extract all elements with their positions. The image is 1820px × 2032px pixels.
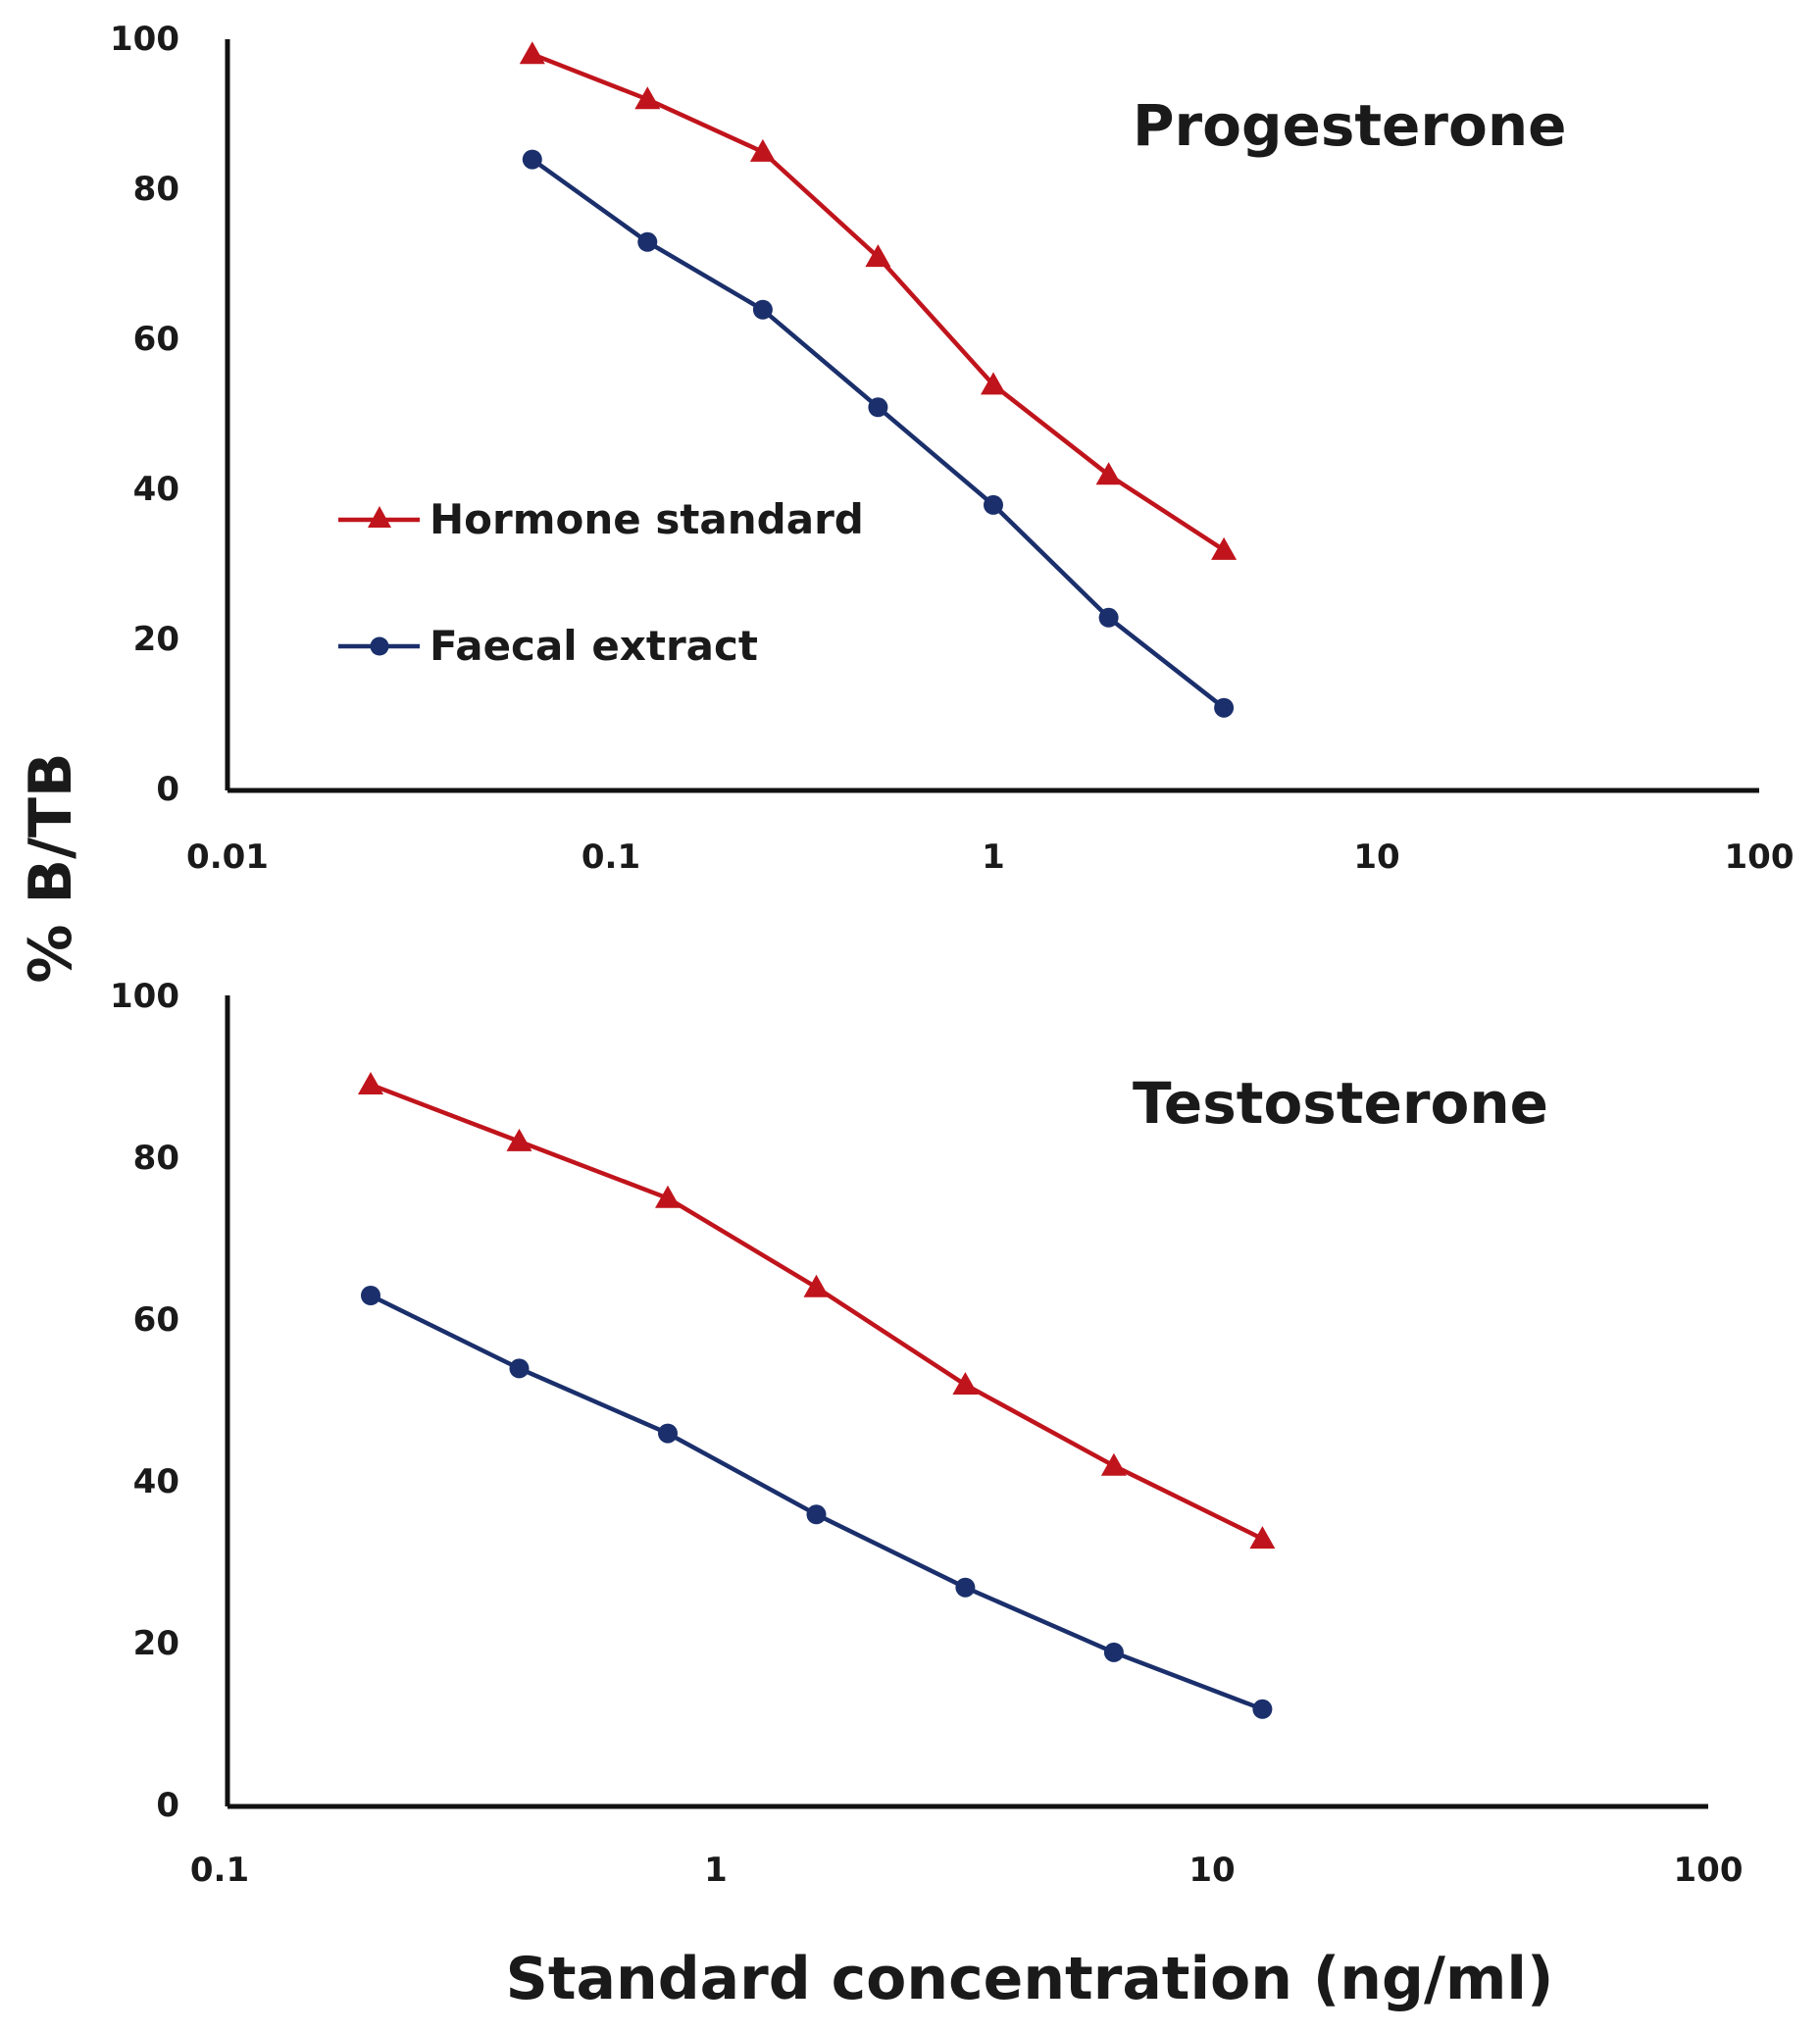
legend-item-faecal-extract: Faecal extract	[338, 622, 758, 670]
y-tick-label: 40	[133, 1462, 179, 1501]
y-tick-label: 100	[110, 20, 179, 59]
series-group	[358, 1072, 1276, 1719]
legend-label: Hormone standard	[430, 495, 864, 543]
legend-item-hormone-standard: Hormone standard	[338, 495, 864, 543]
data-point-faecal-extract	[637, 231, 658, 252]
x-tick-label: 0.1	[190, 1851, 249, 1890]
data-point-hormone-standard	[1095, 462, 1122, 485]
x-tick-label: 10	[1353, 838, 1399, 877]
data-point-faecal-extract	[806, 1504, 827, 1525]
data-point-hormone-standard	[1211, 536, 1238, 560]
chart-progesterone: 0 20 40 60 80 100 0.01 0.1 1 10 100 Prog…	[110, 20, 1794, 877]
data-point-hormone-standard	[981, 372, 1006, 395]
data-point-hormone-standard	[655, 1185, 681, 1208]
data-point-hormone-standard	[749, 138, 776, 162]
data-point-hormone-standard	[1249, 1526, 1276, 1549]
data-point-hormone-standard	[865, 244, 891, 268]
x-tick-labels: 0.1 1 10 100	[190, 1851, 1744, 1890]
y-tick-label: 100	[110, 977, 179, 1016]
data-point-faecal-extract	[509, 1358, 530, 1379]
y-tick-label: 40	[133, 470, 179, 509]
data-point-faecal-extract	[1214, 697, 1235, 718]
y-tick-label: 20	[133, 620, 179, 659]
data-point-faecal-extract	[361, 1286, 380, 1305]
x-axis-title: Standard concentration (ng/ml)	[506, 1945, 1554, 2013]
data-point-hormone-standard	[358, 1072, 383, 1094]
x-tick-label: 0.1	[581, 838, 640, 877]
y-tick-labels: 0 20 40 60 80 100	[110, 20, 179, 809]
data-point-faecal-extract	[522, 149, 542, 170]
y-tick-label: 20	[133, 1624, 179, 1663]
y-tick-labels: 0 20 40 60 80 100	[110, 977, 179, 1825]
data-point-faecal-extract	[984, 494, 1003, 515]
x-tick-label: 100	[1725, 838, 1795, 877]
data-point-faecal-extract	[1103, 1642, 1124, 1662]
x-tick-label: 1	[704, 1851, 728, 1890]
x-tick-label: 0.01	[186, 838, 269, 877]
data-point-hormone-standard	[519, 41, 545, 65]
triangle-marker-icon	[368, 506, 391, 528]
circle-marker-icon	[370, 636, 389, 656]
data-point-hormone-standard	[506, 1128, 532, 1151]
series-line-hormone-standard	[370, 1082, 1264, 1542]
data-point-hormone-standard	[952, 1372, 979, 1395]
data-point-faecal-extract	[868, 397, 888, 418]
y-axis-title: % B/TB	[17, 752, 85, 983]
chart-testosterone: 0 20 40 60 80 100 0.1 1 10 100 Testoster…	[110, 977, 1743, 1890]
y-tick-label: 80	[133, 170, 179, 209]
data-point-hormone-standard	[1100, 1452, 1127, 1476]
data-point-faecal-extract	[1252, 1699, 1273, 1719]
x-tick-label: 1	[982, 838, 1005, 877]
data-point-faecal-extract	[1098, 607, 1119, 628]
series-line-faecal-extract	[370, 1293, 1264, 1711]
data-point-hormone-standard	[634, 86, 661, 110]
y-tick-label: 60	[133, 1300, 179, 1340]
x-tick-labels: 0.01 0.1 1 10 100	[186, 838, 1794, 877]
y-tick-label: 0	[156, 1786, 179, 1825]
y-tick-label: 60	[133, 320, 179, 359]
x-tick-label: 10	[1188, 1851, 1235, 1890]
chart-title: Testosterone	[1133, 1070, 1548, 1137]
legend-label: Faecal extract	[430, 622, 758, 670]
y-tick-label: 80	[133, 1139, 179, 1178]
y-tick-label: 0	[156, 770, 179, 809]
x-tick-label: 100	[1674, 1851, 1744, 1890]
series-line-hormone-standard	[531, 52, 1226, 552]
data-point-faecal-extract	[658, 1423, 678, 1444]
data-point-faecal-extract	[955, 1577, 976, 1598]
legend: Hormone standard Faecal extract	[338, 495, 864, 670]
data-point-faecal-extract	[752, 299, 773, 320]
chart-title: Progesterone	[1133, 92, 1566, 159]
series-group	[519, 41, 1238, 718]
data-point-hormone-standard	[803, 1274, 830, 1297]
